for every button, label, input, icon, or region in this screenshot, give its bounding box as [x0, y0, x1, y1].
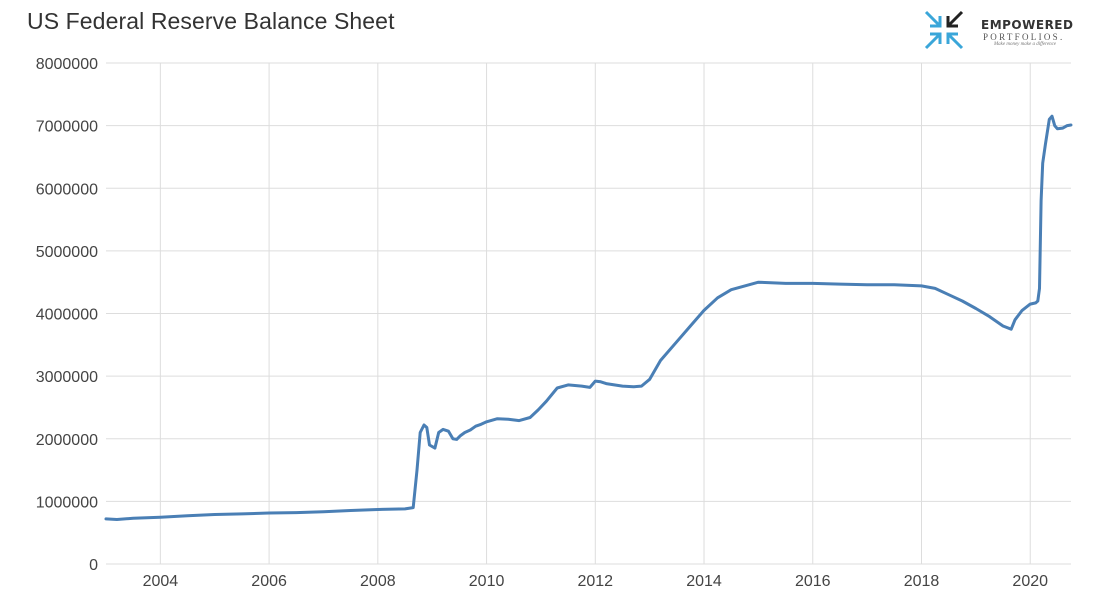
y-tick-label: 0 — [89, 557, 98, 574]
y-tick-label: 2000000 — [36, 432, 98, 449]
chart-title: US Federal Reserve Balance Sheet — [27, 8, 395, 34]
x-axis-ticks: 2004 2006 2008 2010 2012 2014 2016 2018 2020 — [143, 573, 1049, 590]
x-tick-label: 2008 — [360, 573, 396, 590]
company-logo: EMPOWERED PORTFOLIOS. Make money make a … — [924, 10, 1084, 54]
x-tick-label: 2006 — [251, 573, 287, 590]
x-tick-label: 2020 — [1012, 573, 1048, 590]
y-tick-label: 5000000 — [36, 244, 98, 261]
logo-name: EMPOWERED — [981, 18, 1074, 32]
y-tick-label: 8000000 — [36, 56, 98, 73]
y-tick-label: 1000000 — [36, 494, 98, 511]
logo-tagline: Make money make a difference — [994, 42, 1057, 47]
logo-arrows-icon — [924, 10, 964, 50]
x-tick-label: 2010 — [469, 573, 505, 590]
y-tick-label: 4000000 — [36, 307, 98, 324]
y-tick-label: 3000000 — [36, 369, 98, 386]
x-tick-label: 2018 — [904, 573, 940, 590]
x-tick-label: 2004 — [143, 573, 179, 590]
series-layer — [104, 114, 1073, 521]
x-tick-label: 2016 — [795, 573, 831, 590]
x-tick-label: 2014 — [686, 573, 722, 590]
logo-subtitle: PORTFOLIOS. — [983, 32, 1065, 42]
y-axis-ticks: 8000000 7000000 6000000 5000000 4000000 30000… — [36, 56, 98, 574]
y-tick-label: 6000000 — [36, 181, 98, 198]
series-line — [104, 114, 1073, 521]
x-tick-label: 2012 — [577, 573, 613, 590]
grid-lines — [106, 62, 1071, 565]
y-tick-label: 7000000 — [36, 119, 98, 136]
